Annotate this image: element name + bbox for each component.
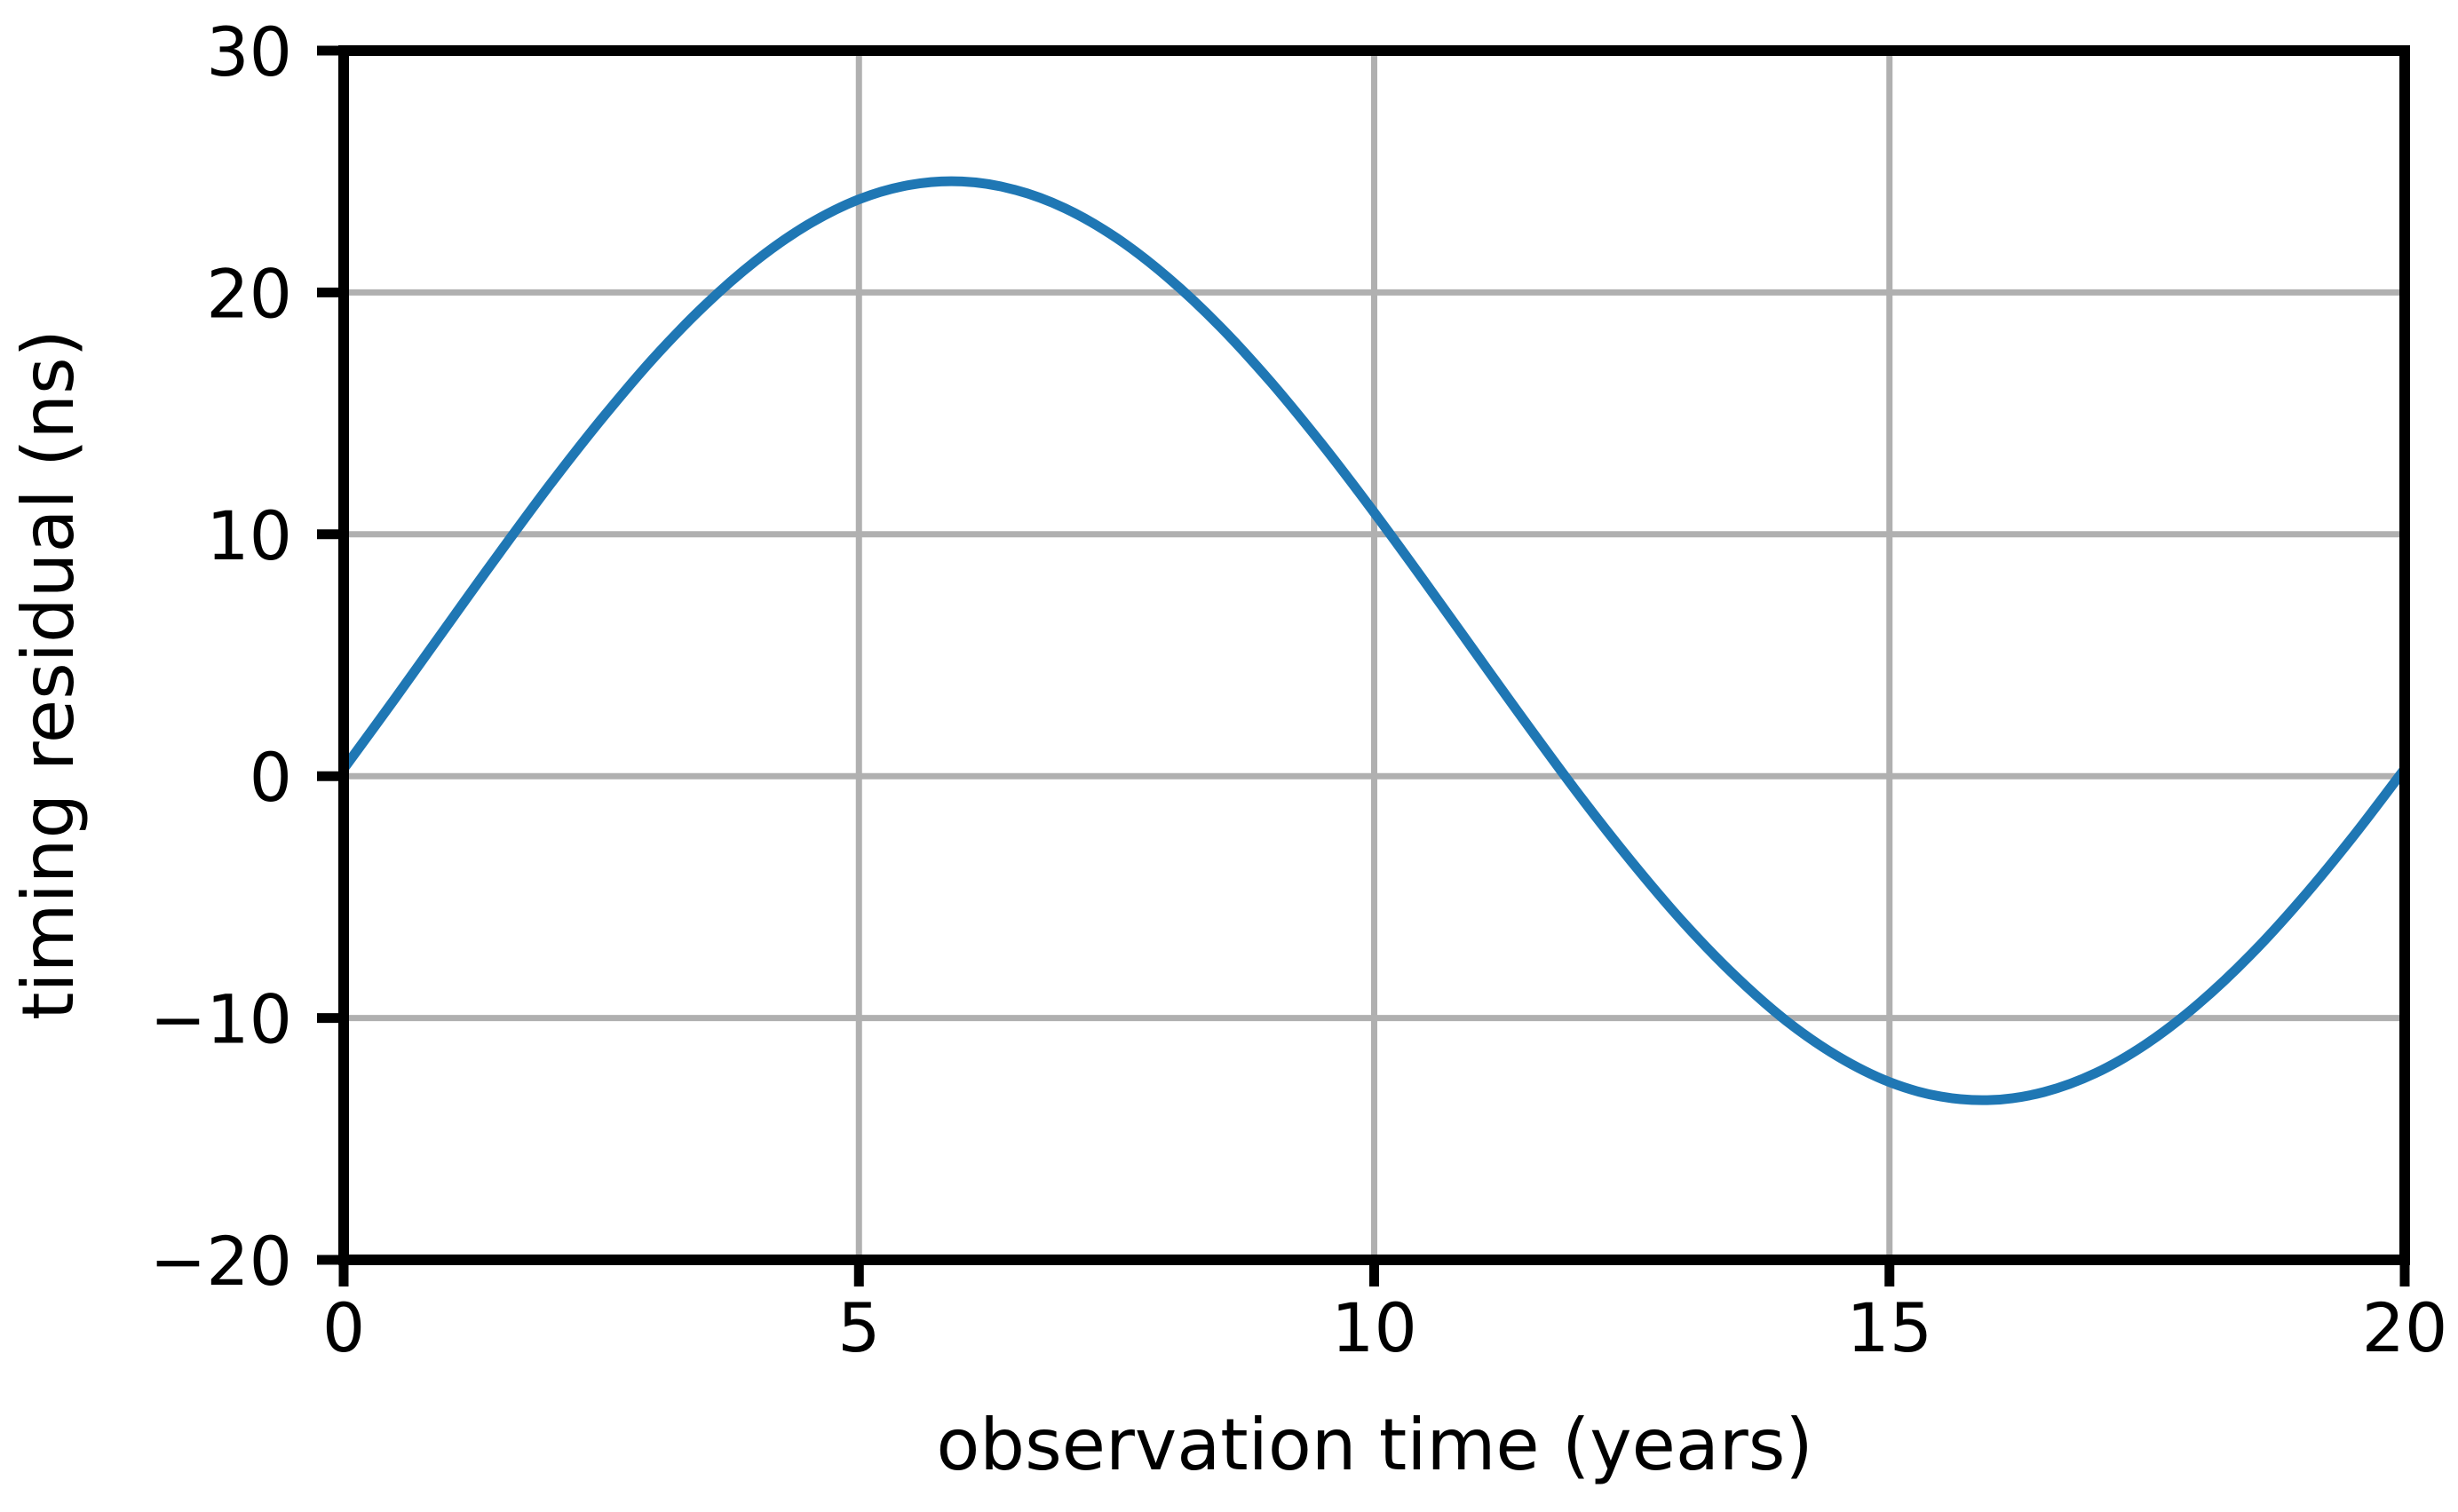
y-tick-label: −10 [150, 980, 292, 1059]
x-tick-label: 0 [322, 1288, 365, 1367]
y-tick-label: 0 [250, 738, 292, 817]
y-tick-label: 10 [206, 496, 292, 575]
timing-residual-curve [338, 176, 2410, 1105]
y-axis-title: timing residual (ns) [7, 329, 90, 1020]
x-tick-labels: 0 5 10 15 20 [322, 1288, 2448, 1367]
x-tick-label: 20 [2362, 1288, 2448, 1367]
y-tick-label: 30 [206, 12, 292, 91]
y-tick-label: −20 [150, 1222, 292, 1301]
x-tick-label: 15 [1846, 1288, 1932, 1367]
x-tick-label: 5 [837, 1288, 880, 1367]
y-tick-labels: −20 −10 0 10 20 30 [150, 12, 292, 1301]
x-axis-title: observation time (years) [936, 1404, 1812, 1486]
axis-tick-marks [317, 45, 2410, 1286]
y-tick-label: 20 [206, 254, 292, 333]
x-tick-label: 10 [1331, 1288, 1417, 1367]
